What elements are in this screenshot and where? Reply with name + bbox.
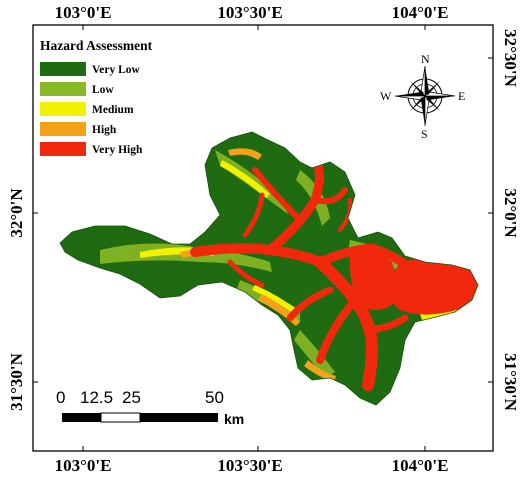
coord-labels-bottom: 103°0'E 103°30'E 104°0'E xyxy=(55,456,449,475)
coord-labels-left: 32°0'N 31°30'N xyxy=(7,188,26,411)
zone-very-high-east xyxy=(388,258,478,315)
compass-west: W xyxy=(380,89,392,103)
left-label-0: 32°0'N xyxy=(7,188,26,238)
legend-swatch xyxy=(40,102,86,116)
legend-swatch xyxy=(40,62,86,76)
right-label-1: 32°0'N xyxy=(501,188,520,238)
coord-labels-top: 103°0'E 103°30'E 104°0'E xyxy=(55,3,449,22)
top-label-0: 103°0'E xyxy=(55,3,112,22)
legend-swatch xyxy=(40,142,86,156)
legend-label: Low xyxy=(92,84,114,96)
compass-star-icon xyxy=(394,65,456,127)
scale-tick-50: 50 xyxy=(205,388,224,407)
top-label-2: 104°0'E xyxy=(392,3,449,22)
scale-seg-1 xyxy=(62,413,101,422)
legend-label: Medium xyxy=(92,104,134,116)
bottom-label-1: 103°30'E xyxy=(217,456,282,475)
zone-very-high-center xyxy=(349,251,396,310)
compass-rose: N S E W xyxy=(380,52,465,141)
scale-seg-3 xyxy=(140,413,218,422)
bottom-label-0: 103°0'E xyxy=(55,456,112,475)
coord-labels-right: 32°30'N 32°0'N 31°30'N xyxy=(501,29,520,412)
left-label-1: 31°30'N xyxy=(7,352,26,411)
legend-title: Hazard Assessment xyxy=(40,38,153,53)
scale-tick-12-5: 12.5 xyxy=(80,388,113,407)
legend-swatch xyxy=(40,82,86,96)
compass-north: N xyxy=(421,52,430,66)
legend-swatch xyxy=(40,122,86,136)
legend-label: Very Low xyxy=(92,64,141,76)
scale-unit: km xyxy=(224,411,244,427)
scale-tick-0: 0 xyxy=(56,388,65,407)
right-label-2: 31°30'N xyxy=(501,353,520,412)
compass-east: E xyxy=(458,89,465,103)
frame-ticks xyxy=(33,25,493,451)
bottom-label-2: 104°0'E xyxy=(392,456,449,475)
legend-label: High xyxy=(92,124,117,136)
region-outline xyxy=(59,131,479,406)
right-label-0: 32°30'N xyxy=(501,29,520,88)
legend-label: Very High xyxy=(92,144,143,156)
compass-south: S xyxy=(421,127,428,141)
legend: Hazard Assessment Very Low Low Medium High V… xyxy=(40,38,153,156)
top-label-1: 103°30'E xyxy=(217,3,282,22)
scale-seg-2 xyxy=(100,412,141,423)
scale-tick-25: 25 xyxy=(122,388,141,407)
scale-bar: 0 12.5 25 50 km xyxy=(56,388,244,427)
